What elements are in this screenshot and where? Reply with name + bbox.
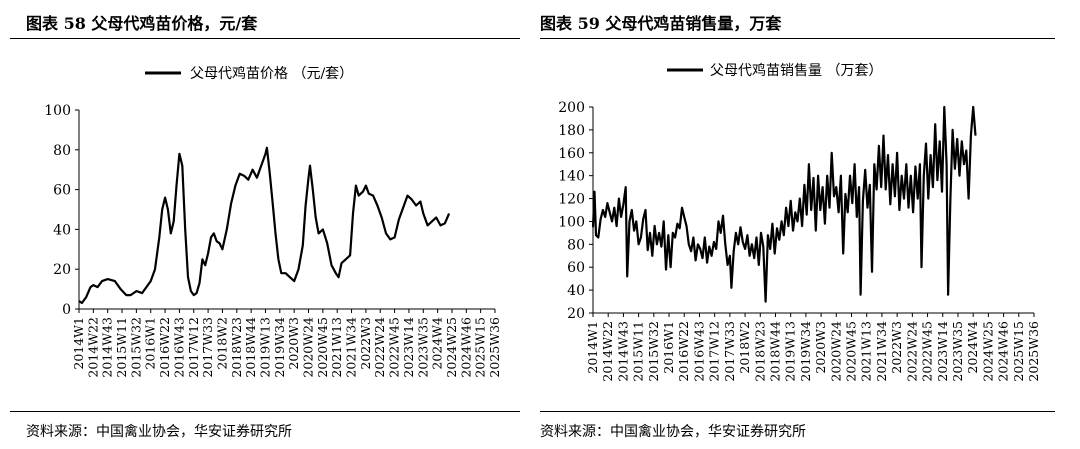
x-tick-label: 2014W22 <box>85 317 100 378</box>
y-tick-label: 120 <box>558 192 585 208</box>
chart-title: 图表 59 父母代鸡苗销售量，万套 <box>540 14 782 33</box>
x-tick-label: 2021W34 <box>344 317 359 378</box>
x-tick-label: 2025W36 <box>1026 321 1041 382</box>
x-tick-label: 2014W43 <box>100 317 115 378</box>
x-tick-label: 2018W23 <box>229 317 244 378</box>
x-tick-label: 2021W13 <box>859 321 874 382</box>
title-rule <box>10 38 520 39</box>
x-tick-label: 2017W33 <box>200 317 215 378</box>
x-tick-label: 2023W14 <box>401 317 416 378</box>
x-tick-label: 2025W15 <box>473 317 488 378</box>
x-tick-label: 2025W36 <box>487 317 502 378</box>
x-tick-label: 2023W14 <box>935 321 950 382</box>
x-tick-label: 2017W12 <box>707 321 722 382</box>
x-tick-label: 2016W1 <box>661 321 676 374</box>
x-tick-label: 2024W25 <box>980 321 995 382</box>
x-tick-label: 2018W2 <box>214 317 229 370</box>
x-tick-label: 2018W44 <box>767 321 782 382</box>
x-tick-label: 2025W15 <box>1011 321 1026 382</box>
x-tick-label: 2014W1 <box>71 317 86 370</box>
y-tick-label: 100 <box>558 214 585 230</box>
x-tick-label: 2015W32 <box>646 321 661 382</box>
y-tick-label: 40 <box>567 283 585 299</box>
y-tick-label: 60 <box>53 183 71 199</box>
x-tick-label: 2018W2 <box>737 321 752 374</box>
x-tick-label: 2019W34 <box>272 317 287 378</box>
legend-label: 父母代鸡苗销售量 （万套） <box>710 62 882 79</box>
source-rule <box>10 411 520 412</box>
y-tick-label: 160 <box>558 146 585 162</box>
x-tick-label: 2024W4 <box>965 321 980 374</box>
y-tick-label: 180 <box>558 123 585 139</box>
x-tick-label: 2024W46 <box>996 321 1011 382</box>
y-tick-label: 0 <box>62 302 71 318</box>
x-tick-label: 2015W11 <box>631 321 646 382</box>
x-tick-label: 2024W25 <box>444 317 459 378</box>
x-tick-label: 2021W34 <box>874 321 889 382</box>
x-tick-label: 2018W44 <box>243 317 258 378</box>
x-tick-label: 2023W35 <box>950 321 965 382</box>
x-tick-label: 2022W3 <box>889 321 904 374</box>
x-tick-label: 2016W1 <box>143 317 158 370</box>
x-tick-label: 2020W45 <box>844 321 859 382</box>
title-rule <box>540 38 1055 39</box>
x-tick-label: 2024W46 <box>458 317 473 378</box>
y-tick-label: 60 <box>567 260 585 276</box>
x-tick-label: 2017W33 <box>722 321 737 382</box>
y-tick-label: 20 <box>567 306 585 322</box>
x-tick-label: 2016W43 <box>171 317 186 378</box>
x-tick-label: 2019W13 <box>257 317 272 378</box>
source-rule <box>540 411 1055 412</box>
x-tick-label: 2018W23 <box>752 321 767 382</box>
sales-line-chart: 父母代鸡苗销售量 （万套） 20 40 60 80 100 120 140 160 180 200 2… <box>558 62 1041 382</box>
x-tick-label: 2020W3 <box>813 321 828 374</box>
x-tick-label: 2020W3 <box>286 317 301 370</box>
x-tick-label: 2022W45 <box>920 321 935 382</box>
x-tick-label: 2016W43 <box>691 321 706 382</box>
x-tick-label: 2016W22 <box>676 321 691 382</box>
x-tick-label: 2020W45 <box>315 317 330 378</box>
x-tick-label: 2022W3 <box>358 317 373 370</box>
x-tick-label: 2019W13 <box>783 321 798 382</box>
x-tick-label: 2014W22 <box>600 321 615 382</box>
x-tick-label: 2019W34 <box>798 321 813 382</box>
x-tick-label: 2020W24 <box>828 321 843 382</box>
x-tick-label: 2022W24 <box>372 317 387 378</box>
x-tick-label: 2021W13 <box>329 317 344 378</box>
x-tick-label: 2014W43 <box>615 321 630 382</box>
series-line <box>591 105 977 303</box>
source-note: 资料来源：中国禽业协会，华安证券研究所 <box>26 424 292 440</box>
y-tick-label: 100 <box>44 103 71 119</box>
x-tick-label: 2024W4 <box>430 317 445 370</box>
x-tick-label: 2014W1 <box>585 321 600 374</box>
y-tick-label: 40 <box>53 222 71 238</box>
y-tick-label: 200 <box>558 100 585 116</box>
legend-label: 父母代鸡苗价格 （元/套） <box>190 65 353 82</box>
x-tick-label: 2015W32 <box>128 317 143 378</box>
y-tick-label: 140 <box>558 169 585 185</box>
x-tick-label: 2023W35 <box>415 317 430 378</box>
x-tick-label: 2015W11 <box>114 317 129 378</box>
y-tick-label: 80 <box>567 237 585 253</box>
chart-panel-sales: 图表 59 父母代鸡苗销售量，万套 父母代鸡苗销售量 （万套） 20 40 60 80 1… <box>540 0 1080 449</box>
series-line <box>78 146 451 305</box>
chart-panel-price: 图表 58 父母代鸡苗价格，元/套 父母代鸡苗价格 （元/套） 0 20 40 60 80… <box>10 14 520 440</box>
x-tick-label: 2017W12 <box>186 317 201 378</box>
source-note: 资料来源：中国禽业协会，华安证券研究所 <box>540 424 806 440</box>
x-tick-label: 2022W45 <box>387 317 402 378</box>
chart-title: 图表 58 父母代鸡苗价格，元/套 <box>26 14 258 33</box>
y-tick-label: 80 <box>53 143 71 159</box>
x-tick-label: 2020W24 <box>301 317 316 378</box>
y-tick-label: 20 <box>53 262 71 278</box>
x-tick-label: 2022W24 <box>904 321 919 382</box>
x-tick-label: 2016W22 <box>157 317 172 378</box>
